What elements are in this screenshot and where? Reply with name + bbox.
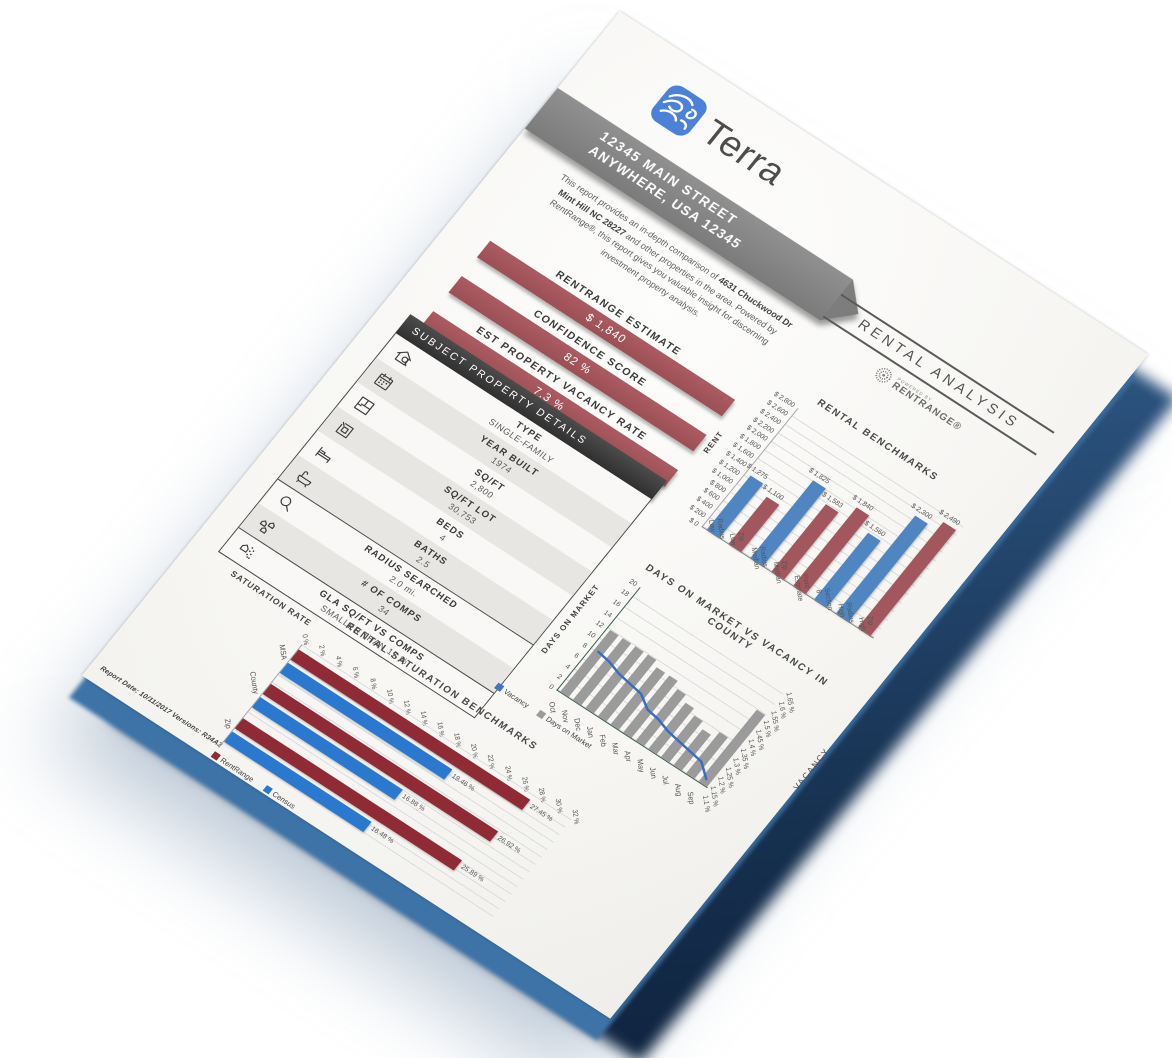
lot-icon <box>321 410 369 449</box>
legend-item-vacancy: Vacancy <box>493 682 531 710</box>
month-label: Apr <box>622 749 634 763</box>
house-search-icon <box>380 338 428 377</box>
days-tick: 0 <box>547 683 555 692</box>
census-legend-swatch <box>262 785 273 795</box>
benchmark-category-label: Section 8 <box>814 587 834 611</box>
brand-logo: Terra <box>645 80 796 195</box>
brand-name: Terra <box>693 112 795 193</box>
vacancy-legend-label: Vacancy <box>501 687 532 710</box>
days-tick: 4 <box>563 663 572 671</box>
month-label: Sep <box>685 790 697 805</box>
gla-icon <box>223 532 271 571</box>
saturation-bar-value: 26.92 % <box>495 835 522 855</box>
subject-detail-row: GLA SQ/FT VS COMPS SMALLER THAN 17 % <box>219 527 495 718</box>
rent-tick: $ 0 <box>687 517 700 528</box>
subject-detail-row: # OF COMPS 34 <box>239 503 514 693</box>
month-label: Mar <box>609 741 621 756</box>
days-vacancy-plot <box>556 587 791 789</box>
month-label: Oct <box>546 700 558 714</box>
powered-by-rentrange: POWERED BY RENTRANGE® <box>807 323 1031 475</box>
calendar-icon <box>360 362 408 401</box>
saturation-bar-value: 27.45 % <box>528 803 555 824</box>
month-label: Jun <box>647 766 659 780</box>
month-label: Jul <box>659 774 671 785</box>
benchmark-category-label: Rent Estimate <box>792 573 811 602</box>
subject-details-table: TYPE SINGLE-FAMILY YEAR BUILT 1974 SQ/FT 2,80… <box>218 332 652 719</box>
subject-detail-row: BEDS 4 <box>298 430 573 620</box>
benchmark-category-label: Radius Median <box>749 545 769 570</box>
days-legend-swatch <box>536 709 547 720</box>
subject-detail-row: TYPE SINGLE-FAMILY <box>376 333 651 523</box>
benchmark-category-label: Radius Low <box>706 517 726 540</box>
month-label: Jan <box>584 725 596 739</box>
saturation-bar-value: 25.89 % <box>459 863 486 884</box>
days-tick: 16 <box>610 598 622 609</box>
bath-icon <box>282 459 330 498</box>
rental-analysis-header: RENTAL ANALYSIS POWERED BY RENTRANGE® <box>807 293 1055 475</box>
days-tick: 8 <box>580 642 589 650</box>
saturation-category-label: Zip <box>222 717 234 730</box>
benchmark-category-label: Radius High <box>835 601 855 624</box>
vacancy-legend-swatch <box>494 682 505 692</box>
subject-detail-row: SQ/FT LOT 30,753 <box>317 406 593 596</box>
report-page: Terra 12345 MAIN STREET ANYWHERE, USA 12… <box>81 11 1149 1019</box>
saturation-tick: 32 % <box>570 809 580 825</box>
subject-detail-row: BATHS 2.5 <box>278 454 553 645</box>
subject-property-details: SUBJECT PROPERTY DETAILS TYPE SINGLE-FAMI… <box>218 314 668 719</box>
month-label: Aug <box>672 782 684 797</box>
days-tick: 12 <box>593 619 605 630</box>
saturation-category-label: County <box>248 670 261 695</box>
floorplan-icon <box>341 386 389 425</box>
subject-detail-row: YEAR BUILT 1974 <box>356 357 632 548</box>
bed-icon <box>301 435 349 474</box>
saturation-category-label: MSA <box>277 643 289 661</box>
subject-detail-row: RADIUS SEARCHED 2.0 mi. <box>258 478 534 669</box>
terra-logo-icon <box>645 80 713 141</box>
days-tick: 2 <box>555 673 564 681</box>
subject-detail-row: SQ/FT 2,800 <box>337 382 612 572</box>
benchmark-category-label: Zip Low <box>728 531 746 547</box>
vacancy-line <box>597 650 708 781</box>
comps-icon <box>243 507 291 546</box>
days-tick: 18 <box>618 588 630 599</box>
benchmark-category-label: Zip Median <box>771 559 789 584</box>
days-tick: 14 <box>602 609 614 620</box>
saturation-tick-anchor: 32 % <box>570 803 595 826</box>
magnifier-icon <box>262 483 310 522</box>
days-tick: 6 <box>572 652 580 661</box>
month-label: May <box>634 758 647 773</box>
rentrange-starburst-icon <box>871 364 896 387</box>
month-label: Feb <box>596 733 609 748</box>
benchmark-category-label: Zip High <box>857 615 875 632</box>
days-tick: 10 <box>585 629 597 640</box>
rentrange-legend-swatch <box>210 751 221 761</box>
days-vacancy-chart: DAYS ON MARKET VS VACANCY IN COUNTY DAYS… <box>475 540 866 875</box>
